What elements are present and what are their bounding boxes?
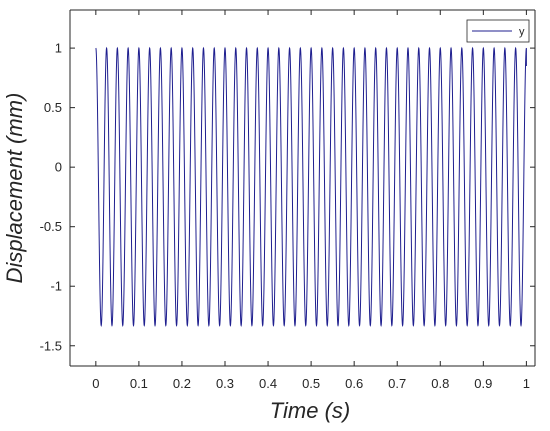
x-tick-label: 0.7 [388, 376, 406, 391]
x-tick-label: 0.4 [259, 376, 277, 391]
y-tick-label: 0 [55, 160, 62, 175]
y-axis-title: Displacement (mm) [2, 93, 27, 284]
x-tick-label: 0.5 [302, 376, 320, 391]
x-tick-label: 0.9 [474, 376, 492, 391]
x-tick-label: 1 [523, 376, 530, 391]
y-tick-label: 0.5 [44, 100, 62, 115]
tick-layer: 0 0.1 0.2 0.3 0.4 0.5 0.6 0.7 0.8 0.9 1 1 0.5 0 -0.5 -1… [40, 10, 535, 391]
series-line-y [95, 46, 527, 327]
x-tick-label: 0.6 [345, 376, 363, 391]
x-tick-label: 0.8 [431, 376, 449, 391]
series-layer [95, 46, 527, 327]
legend: y [466, 19, 530, 43]
x-tick-label: 0.3 [216, 376, 234, 391]
x-axis-title: Time (s) [270, 398, 350, 423]
y-tick-label: -1 [50, 279, 62, 294]
y-tick-label: 1 [55, 41, 62, 56]
legend-label: y [519, 26, 525, 38]
x-tick-label: 0 [92, 376, 99, 391]
x-tick-label: 0.1 [130, 376, 148, 391]
y-tick-label: -1.5 [40, 338, 62, 353]
x-tick-label: 0.2 [173, 376, 191, 391]
y-tick-label: -0.5 [40, 219, 62, 234]
axes-layer [69, 9, 536, 367]
